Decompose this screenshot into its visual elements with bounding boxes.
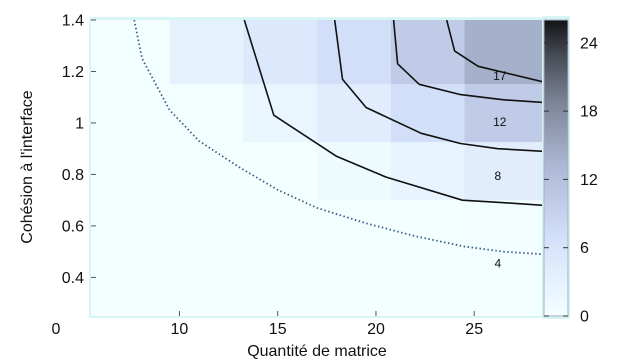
contour-label: 17 [493,69,507,83]
contour-label: 4 [494,257,501,271]
y-axis-title: Cohésion à l'interface [19,90,36,243]
heatmap-cell [243,84,317,143]
y-axis-ticks: 0.4 0.6 0.8 1 1.2 1.4 [62,13,96,287]
colorbar-tick-label: 0 [580,309,589,326]
x-tick-label: 20 [367,321,385,338]
colorbar-tick-label: 18 [580,104,598,121]
heatmap-cell [169,20,244,85]
contour-label-group: 17 12 8 4 [493,69,507,271]
contour-line [392,20,543,104]
heatmap-cell [317,20,391,85]
contour-line [445,20,543,83]
heatmap-plot: 17 12 8 4 [89,17,545,318]
colorbar-ticks: 0 6 12 18 24 [544,35,598,326]
contour-label: 12 [493,115,507,129]
heatmap-cell [390,20,465,85]
colorbar-tick-label: 12 [580,172,598,189]
colorbar-tick-label: 24 [580,35,598,52]
heatmap-cell [464,142,543,201]
y-tick-label: 0.6 [62,218,84,235]
heatmap-cell [464,84,543,143]
x-axis-ticks: 10 15 20 25 [171,311,483,338]
contour-line-dotted [133,20,543,256]
y-tick-label: 1.2 [62,64,84,81]
heatmap-cell [464,20,543,85]
y-tick-label: 0.8 [62,167,84,184]
colorbar-scale [543,19,569,317]
y-tick-label: 1.4 [62,13,84,30]
contour-line [333,20,543,153]
heatmap-cell [390,84,465,143]
y-tick-label-zero: 0 [52,321,61,338]
x-tick-label: 25 [465,321,483,338]
x-tick-label: 10 [171,321,189,338]
x-axis-title: Quantité de matrice [247,343,387,360]
contour-lines [133,20,543,256]
heatmap-cell [464,200,543,259]
x-tick-label: 15 [269,321,287,338]
heatmap-cell [243,20,317,85]
colorbar: 0 6 12 18 24 [542,16,598,326]
colorbar-tick-label: 6 [580,240,589,257]
y-tick-label: 0.4 [62,270,84,287]
contour-line [243,20,543,207]
contour-label: 8 [494,169,501,183]
heatmap-cells [169,20,543,259]
y-tick-label: 1 [75,116,84,133]
heatmap-cell [390,142,465,201]
